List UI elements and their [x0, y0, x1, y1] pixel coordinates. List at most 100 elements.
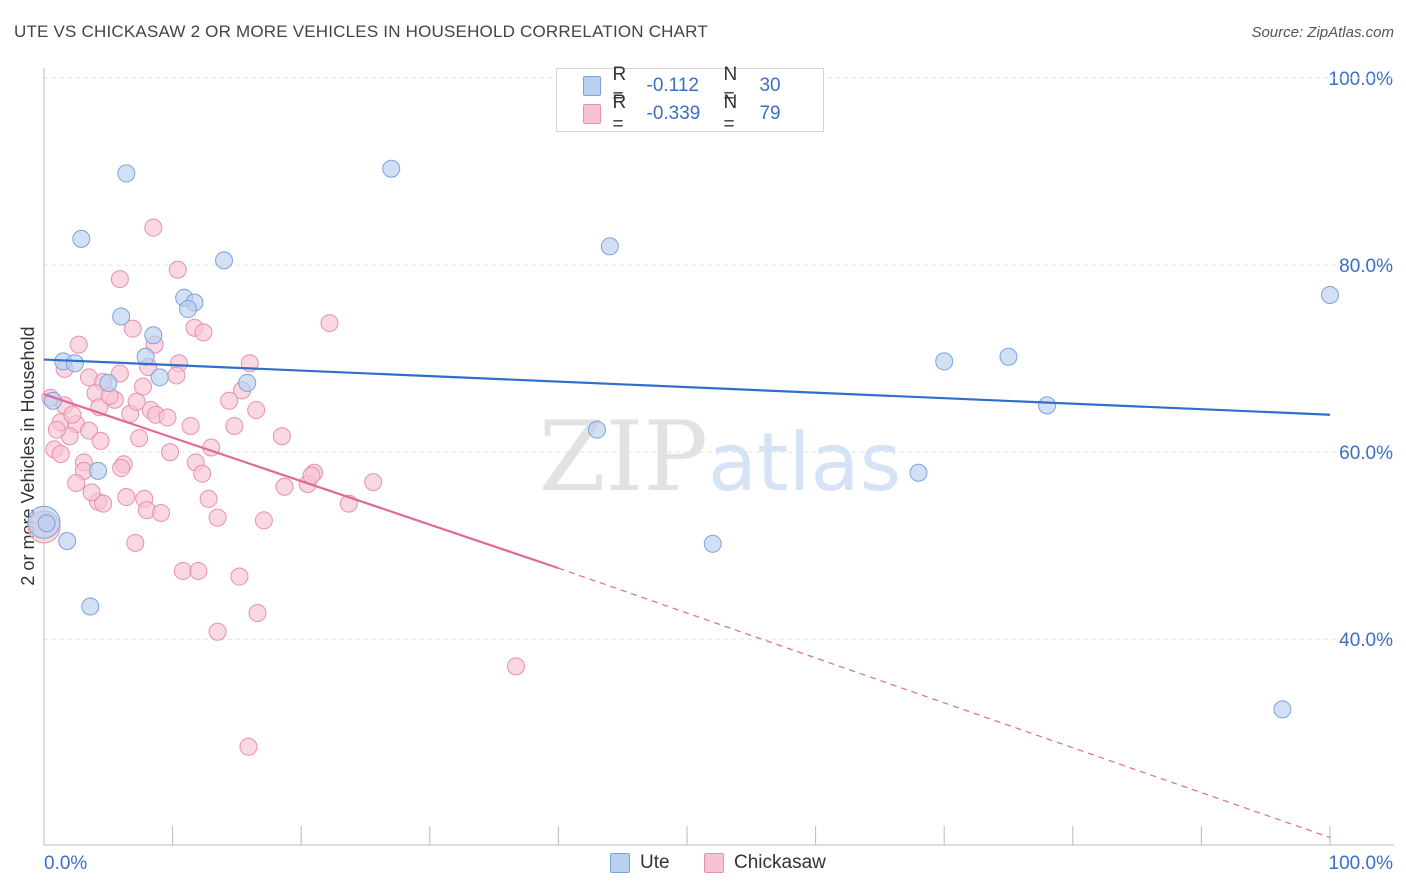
- chickasaw-point-53: [117, 488, 136, 507]
- chickasaw-trend-line: [43, 393, 559, 570]
- y-axis-label: 2 or more Vehicles in Household: [18, 326, 38, 585]
- ute-swatch: [583, 76, 601, 96]
- chickasaw-point-70: [199, 489, 218, 508]
- ute-point-15: [238, 373, 257, 392]
- ute-point-8: [112, 307, 131, 326]
- ute-point-12: [65, 354, 84, 373]
- chickasaw-point-31: [181, 416, 200, 435]
- legend-chickasaw-label: Chickasaw: [734, 852, 826, 873]
- x-tick-label-100: 100.0%: [1329, 853, 1394, 874]
- chickasaw-point-4: [123, 319, 142, 338]
- chickasaw-trend-extension: [558, 567, 1331, 839]
- legend-ute-label: Ute: [640, 852, 670, 873]
- ute-r-label: R =: [612, 64, 627, 107]
- legend-row-chickasaw: R = -0.339 N = 79: [583, 92, 828, 135]
- chickasaw-point-76: [82, 483, 101, 502]
- chickasaw-point-6: [194, 323, 213, 342]
- chickasaw-point-3: [320, 314, 339, 333]
- y-tick-label-60: 60.0%: [1339, 443, 1393, 464]
- chickasaw-point-52: [94, 494, 113, 513]
- ute-point-2: [215, 251, 234, 270]
- y-tick-label-40: 40.0%: [1339, 630, 1393, 651]
- chickasaw-point-36: [272, 427, 291, 446]
- watermark: ZIPatlas: [539, 401, 902, 513]
- ute-point-21: [89, 461, 108, 480]
- ute-trend-line: [43, 358, 1331, 416]
- y-tick-label-100: 100.0%: [1329, 69, 1394, 90]
- chickasaw-n-label: N =: [723, 92, 738, 135]
- chickasaw-point-34: [91, 431, 110, 450]
- ute-n-label: N =: [723, 64, 738, 107]
- chickasaw-point-75: [220, 391, 239, 410]
- chickasaw-point-30: [80, 421, 99, 440]
- ute-point-3: [382, 159, 401, 178]
- chickasaw-point-59: [254, 511, 273, 530]
- series-legend: Ute Chickasaw: [0, 852, 1406, 878]
- y-tick-label-80: 80.0%: [1339, 256, 1393, 277]
- chickasaw-point-15: [167, 366, 186, 385]
- chickasaw-point-48: [275, 477, 294, 496]
- chickasaw-r-label: R =: [612, 92, 627, 135]
- legend-item-chickasaw[interactable]: Chickasaw: [704, 852, 826, 874]
- ute-point-27: [1273, 700, 1292, 719]
- chickasaw-point-39: [51, 445, 70, 464]
- chickasaw-point-26: [127, 392, 146, 411]
- ute-point-13: [150, 368, 169, 387]
- ute-point-4: [600, 237, 619, 256]
- chickasaw-point-63: [230, 567, 249, 586]
- chickasaw-point-2: [110, 270, 129, 289]
- stats-legend: R = -0.112 N = 30 R = -0.339 N = 79: [556, 64, 824, 135]
- ute-point-1: [72, 229, 91, 248]
- chickasaw-swatch: [583, 104, 601, 124]
- chickasaw-point-78: [126, 533, 145, 552]
- chickasaw-point-1: [168, 260, 187, 279]
- chickasaw-point-43: [112, 459, 131, 478]
- chickasaw-point-62: [189, 561, 208, 580]
- chickasaw-point-17: [134, 377, 153, 396]
- chickasaw-point-32: [225, 416, 244, 435]
- chickasaw-point-61: [173, 561, 192, 580]
- chickasaw-point-50: [364, 473, 383, 492]
- chickasaw-point-45: [193, 464, 212, 483]
- ute-point-14: [99, 373, 118, 392]
- ute-point-0: [117, 164, 136, 183]
- chickasaw-point-74: [161, 443, 180, 462]
- chickasaw-point-69: [158, 408, 177, 427]
- ute-point-26: [81, 597, 100, 616]
- legend-item-ute[interactable]: Ute: [610, 852, 670, 874]
- chickasaw-point-64: [248, 604, 267, 623]
- legend-ute-swatch: [610, 853, 630, 873]
- chickasaw-point-71: [63, 405, 82, 424]
- chickasaw-point-68: [47, 420, 66, 439]
- ute-point-19: [587, 420, 606, 439]
- x-tick-label-0: 0.0%: [44, 853, 87, 874]
- ute-point-9: [179, 300, 198, 319]
- ute-point-20: [1038, 396, 1057, 415]
- ute-point-22: [909, 463, 928, 482]
- ute-r-value: -0.112: [646, 75, 699, 96]
- ute-n-value: 30: [759, 75, 781, 96]
- chickasaw-point-58: [208, 508, 227, 527]
- legend-row-ute: R = -0.112 N = 30: [583, 64, 828, 107]
- chart-title: UTE VS CHICKASAW 2 OR MORE VEHICLES IN H…: [14, 22, 708, 41]
- legend-chickasaw-swatch: [704, 853, 724, 873]
- chickasaw-point-35: [130, 429, 149, 448]
- chickasaw-point-67: [239, 737, 258, 756]
- chickasaw-point-0: [144, 218, 163, 237]
- chickasaw-point-72: [247, 401, 266, 420]
- ute-point-24: [58, 532, 77, 551]
- ute-point-29: [935, 352, 954, 371]
- chickasaw-point-7: [69, 335, 88, 354]
- ute-point-28: [37, 514, 56, 533]
- chickasaw-n-value: 79: [759, 103, 781, 124]
- ute-point-18: [999, 347, 1018, 366]
- chickasaw-point-47: [67, 474, 86, 493]
- ute-point-5: [1321, 286, 1339, 305]
- chickasaw-point-66: [506, 657, 525, 676]
- ute-point-25: [703, 534, 722, 553]
- source-label: Source: ZipAtlas.com: [1251, 24, 1394, 41]
- ute-point-10: [144, 326, 163, 345]
- chickasaw-r-value: -0.339: [646, 103, 701, 124]
- chickasaw-point-56: [152, 503, 171, 522]
